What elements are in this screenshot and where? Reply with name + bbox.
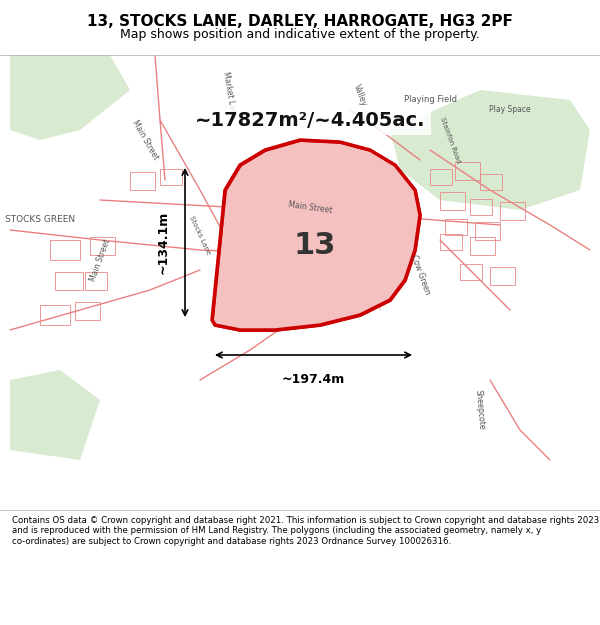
Text: Main Street: Main Street	[130, 119, 160, 161]
Bar	[75, 302, 100, 320]
Text: Cow Green: Cow Green	[409, 254, 431, 296]
Bar	[500, 202, 525, 220]
Bar	[430, 169, 452, 185]
Bar	[445, 219, 467, 235]
Bar	[490, 267, 515, 285]
Text: Playing Field: Playing Field	[404, 96, 457, 104]
Text: ~197.4m: ~197.4m	[282, 373, 345, 386]
Text: ~134.1m: ~134.1m	[157, 211, 170, 274]
Text: Sheepcote: Sheepcote	[474, 389, 486, 431]
Bar	[130, 172, 155, 190]
Bar	[470, 237, 495, 255]
Text: Stocks Lane: Stocks Lane	[188, 214, 212, 256]
Bar	[455, 162, 480, 180]
Text: Map shows position and indicative extent of the property.: Map shows position and indicative extent…	[120, 28, 480, 41]
Bar	[55, 272, 83, 290]
Text: ~17827m²/~4.405ac.: ~17827m²/~4.405ac.	[195, 111, 425, 129]
Bar	[440, 234, 462, 250]
Text: Main Street: Main Street	[287, 201, 332, 216]
Bar	[160, 169, 182, 185]
Text: STOCKS GREEN: STOCKS GREEN	[5, 216, 75, 224]
Bar	[475, 222, 500, 240]
Bar	[470, 199, 492, 215]
Bar	[85, 272, 107, 290]
Text: Stainfon Road: Stainfon Road	[439, 116, 461, 164]
Bar	[440, 192, 465, 210]
Text: Main Street: Main Street	[88, 238, 112, 282]
Text: Play Space: Play Space	[489, 106, 531, 114]
Bar	[90, 237, 115, 255]
Text: 13: 13	[294, 231, 336, 259]
Bar	[50, 240, 80, 260]
Text: Valley: Valley	[352, 82, 368, 107]
Text: 13, STOCKS LANE, DARLEY, HARROGATE, HG3 2PF: 13, STOCKS LANE, DARLEY, HARROGATE, HG3 …	[87, 14, 513, 29]
Text: Contains OS data © Crown copyright and database right 2021. This information is : Contains OS data © Crown copyright and d…	[12, 516, 599, 546]
Bar	[40, 305, 70, 325]
Bar	[480, 174, 502, 190]
Text: Market Lane: Market Lane	[221, 71, 239, 119]
Bar	[460, 264, 482, 280]
